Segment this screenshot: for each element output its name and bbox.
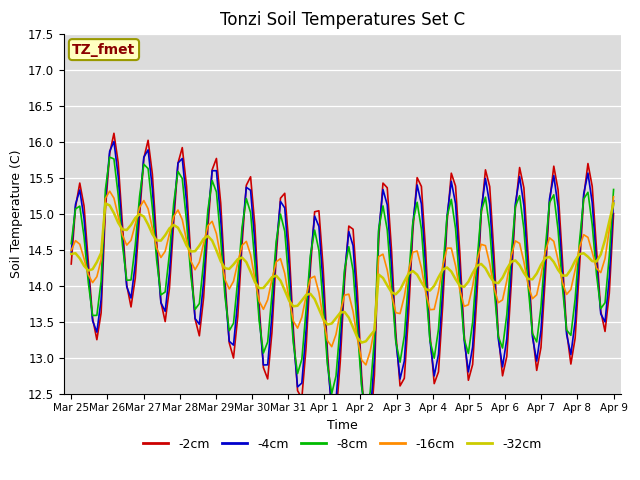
-8cm <box>273 239 280 244</box>
-2cm <box>67 261 75 267</box>
-16cm <box>273 259 280 264</box>
Line: -2cm: -2cm <box>71 133 614 434</box>
-4cm <box>204 215 212 220</box>
-4cm <box>353 306 361 312</box>
X-axis label: Time: Time <box>327 419 358 432</box>
-8cm <box>541 246 549 252</box>
-4cm <box>273 244 280 250</box>
-8cm <box>362 410 370 416</box>
-16cm <box>593 265 600 271</box>
-2cm <box>204 225 212 231</box>
-4cm <box>110 139 118 144</box>
Line: -32cm: -32cm <box>71 204 614 343</box>
-32cm <box>273 273 280 278</box>
-2cm <box>593 246 600 252</box>
-16cm <box>353 336 361 341</box>
-32cm <box>353 335 361 340</box>
-8cm <box>294 371 301 376</box>
-32cm <box>102 201 109 206</box>
Line: -8cm: -8cm <box>71 157 614 413</box>
Title: Tonzi Soil Temperatures Set C: Tonzi Soil Temperatures Set C <box>220 11 465 29</box>
-8cm <box>353 325 361 331</box>
Line: -16cm: -16cm <box>71 191 614 365</box>
-16cm <box>541 249 549 255</box>
-4cm <box>541 260 549 266</box>
-16cm <box>67 248 75 253</box>
-4cm <box>67 250 75 256</box>
-8cm <box>204 207 212 213</box>
-2cm <box>294 388 301 394</box>
-2cm <box>110 131 118 136</box>
-32cm <box>358 340 365 346</box>
-2cm <box>362 432 370 437</box>
Y-axis label: Soil Temperature (C): Soil Temperature (C) <box>10 149 22 278</box>
Legend: -2cm, -4cm, -8cm, -16cm, -32cm: -2cm, -4cm, -8cm, -16cm, -32cm <box>138 433 547 456</box>
-32cm <box>204 233 212 239</box>
-16cm <box>294 325 301 331</box>
-16cm <box>204 223 212 228</box>
-16cm <box>106 188 113 194</box>
-32cm <box>294 303 301 309</box>
-2cm <box>610 211 618 216</box>
-4cm <box>610 198 618 204</box>
-32cm <box>67 251 75 257</box>
-2cm <box>541 275 549 281</box>
-2cm <box>273 254 280 260</box>
-32cm <box>541 255 549 261</box>
-8cm <box>106 154 113 160</box>
-2cm <box>353 288 361 294</box>
-16cm <box>610 194 618 200</box>
-32cm <box>610 201 618 206</box>
-4cm <box>593 260 600 265</box>
Line: -4cm: -4cm <box>71 142 614 429</box>
Text: TZ_fmet: TZ_fmet <box>72 43 136 57</box>
-8cm <box>67 241 75 247</box>
-32cm <box>593 259 600 264</box>
-8cm <box>610 187 618 192</box>
-4cm <box>362 426 370 432</box>
-16cm <box>362 362 370 368</box>
-8cm <box>593 272 600 277</box>
-4cm <box>294 384 301 390</box>
